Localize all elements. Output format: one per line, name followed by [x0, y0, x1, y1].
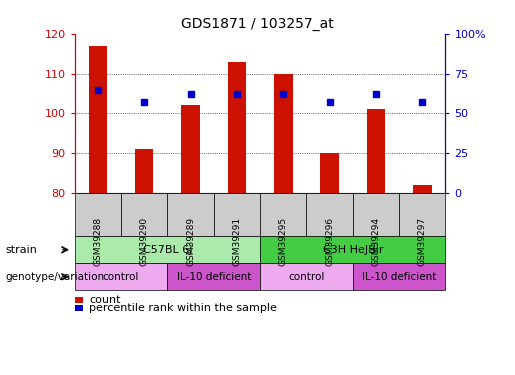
- Text: control: control: [288, 272, 324, 282]
- Bar: [167, 263, 260, 290]
- Bar: [75, 236, 260, 263]
- Text: GSM39297: GSM39297: [418, 217, 427, 266]
- Text: control: control: [103, 272, 139, 282]
- Bar: [75, 297, 83, 303]
- Text: count: count: [89, 295, 121, 304]
- Bar: [167, 193, 214, 236]
- Text: genotype/variation: genotype/variation: [5, 272, 104, 282]
- Bar: [260, 193, 306, 236]
- Bar: [181, 105, 200, 193]
- Text: C57BL 6J: C57BL 6J: [143, 245, 192, 255]
- Bar: [260, 263, 353, 290]
- Text: IL-10 deficient: IL-10 deficient: [362, 272, 436, 282]
- Bar: [228, 62, 246, 193]
- Text: C3H HeJBir: C3H HeJBir: [322, 245, 383, 255]
- Text: GSM39295: GSM39295: [279, 217, 288, 266]
- Bar: [214, 193, 260, 236]
- Text: strain: strain: [5, 245, 37, 255]
- Text: GSM39289: GSM39289: [186, 217, 195, 266]
- Bar: [367, 110, 385, 193]
- Bar: [75, 305, 83, 311]
- Bar: [399, 193, 445, 236]
- Bar: [135, 149, 153, 193]
- Bar: [274, 74, 293, 193]
- Bar: [75, 263, 167, 290]
- Text: GSM39290: GSM39290: [140, 217, 149, 266]
- Text: GSM39291: GSM39291: [232, 217, 242, 266]
- Bar: [89, 46, 107, 193]
- Text: GSM39296: GSM39296: [325, 217, 334, 266]
- Bar: [260, 236, 445, 263]
- Text: GDS1871 / 103257_at: GDS1871 / 103257_at: [181, 17, 334, 31]
- Bar: [353, 193, 399, 236]
- Bar: [353, 263, 445, 290]
- Bar: [306, 193, 353, 236]
- Text: IL-10 deficient: IL-10 deficient: [177, 272, 251, 282]
- Bar: [75, 193, 121, 236]
- Text: GSM39294: GSM39294: [371, 217, 381, 266]
- Bar: [320, 153, 339, 193]
- Text: GSM39288: GSM39288: [93, 217, 102, 266]
- Text: percentile rank within the sample: percentile rank within the sample: [89, 303, 277, 313]
- Bar: [121, 193, 167, 236]
- Bar: [413, 185, 432, 193]
